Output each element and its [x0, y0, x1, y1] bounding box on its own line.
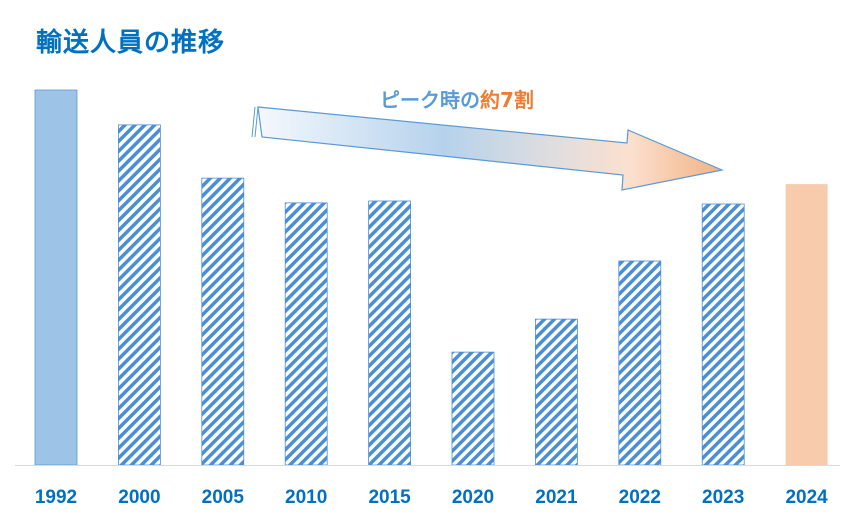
- x-tick-label: 2020: [452, 487, 494, 508]
- x-tick-label: 2023: [702, 487, 744, 508]
- bar-2000: [118, 124, 161, 466]
- bar-2023: [701, 203, 745, 466]
- arrow-tail-line: [251, 106, 256, 138]
- x-tick-label: 1992: [35, 487, 77, 508]
- x-tick-label: 2010: [285, 487, 327, 508]
- x-tick-label: 2021: [535, 487, 578, 508]
- x-tick-label: 2024: [785, 487, 828, 508]
- annotation-part2: 約7割: [480, 88, 534, 112]
- bar-2022: [618, 260, 662, 466]
- x-tick-label: 2000: [118, 487, 160, 508]
- bar-2021: [535, 318, 578, 466]
- trend-arrow: [257, 106, 725, 191]
- bar-2010: [284, 202, 328, 466]
- bar-2015: [368, 200, 412, 466]
- chart-title: 輸送人員の推移: [36, 28, 226, 58]
- bar-2020: [451, 351, 495, 466]
- annotation-part1: ピーク時の: [380, 88, 480, 112]
- x-tick-label: 2022: [619, 487, 661, 508]
- x-tick-label: 2015: [368, 487, 411, 508]
- bar-1992: [34, 89, 78, 466]
- arrow-tail-line: [254, 106, 259, 138]
- bar-2024: [785, 184, 828, 465]
- annotation: ピーク時の約7割: [380, 84, 534, 113]
- bar-2005: [201, 177, 245, 466]
- x-tick-label: 2005: [202, 487, 245, 508]
